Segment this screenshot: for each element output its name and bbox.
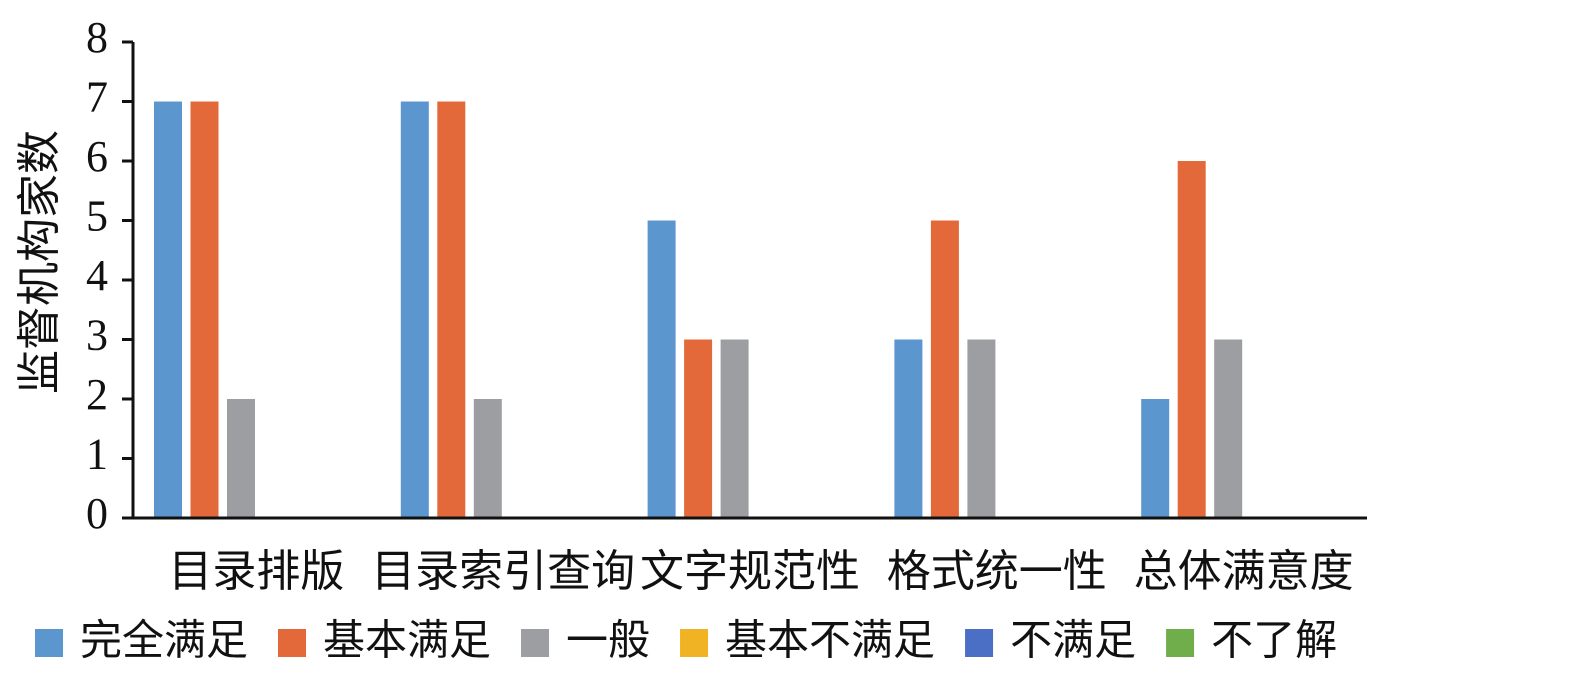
x-tick-label: 总体满意度 — [1134, 547, 1354, 596]
legend-label: 不满足 — [1010, 619, 1136, 665]
legend-label: 一般 — [566, 619, 650, 665]
bar — [720, 339, 749, 518]
legend-label: 基本不满足 — [725, 619, 935, 665]
y-tick-label: 7 — [86, 73, 108, 122]
legend-marker — [278, 629, 307, 657]
x-tick-label: 文字规范性 — [640, 547, 860, 596]
y-tick-label: 6 — [86, 132, 108, 181]
legend-label: 不了解 — [1211, 619, 1337, 665]
y-tick-label: 5 — [86, 192, 108, 241]
y-tick-label: 8 — [86, 13, 108, 62]
y-tick-label: 2 — [86, 370, 108, 419]
x-tick-label: 目录索引查询 — [371, 547, 635, 596]
bar — [1214, 339, 1243, 518]
y-tick-label: 4 — [86, 251, 108, 300]
legend-marker — [35, 629, 63, 657]
bar — [227, 399, 255, 518]
bar — [894, 339, 923, 518]
legend-marker — [1166, 629, 1195, 657]
legend-marker — [680, 629, 709, 657]
y-axis-label: 监督机构家数 — [15, 130, 64, 394]
legend-marker — [521, 629, 550, 657]
legend-marker — [965, 629, 994, 657]
bar — [1177, 161, 1206, 518]
y-tick-label: 3 — [86, 311, 108, 360]
bar — [930, 220, 959, 518]
x-tick-label: 目录排版 — [168, 547, 344, 596]
bar — [647, 220, 676, 518]
bar — [967, 339, 996, 518]
x-tick-label: 格式统一性 — [887, 547, 1107, 596]
bar — [190, 101, 219, 518]
bar — [154, 101, 182, 518]
bar — [684, 339, 713, 518]
bar — [400, 101, 429, 518]
y-tick-label: 0 — [86, 489, 108, 538]
legend-label: 基本满足 — [323, 619, 491, 665]
bar — [437, 101, 466, 518]
bar — [473, 399, 502, 518]
bar — [1141, 399, 1170, 518]
y-tick-label: 1 — [86, 430, 108, 479]
legend-label: 完全满足 — [80, 618, 248, 665]
